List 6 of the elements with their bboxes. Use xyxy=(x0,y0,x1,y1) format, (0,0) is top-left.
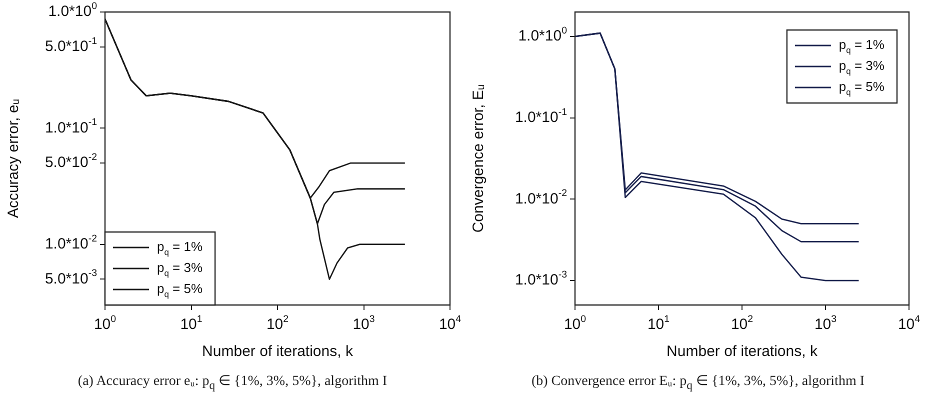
y-axis-title: Convergence error, Eᵤ xyxy=(470,84,488,233)
x-axis-title: Number of iterations, k xyxy=(202,343,354,360)
x-axis-title: Number of iterations, k xyxy=(666,343,818,360)
text: (b) Convergence error Eᵤ: p$_{q}$ ∈ {1%, 3%, 5%}, algorithm I xyxy=(530,373,866,392)
text: (a) Accuracy error eᵤ: p$_{q}$ ∈ {1%, 3%, 5%}, algorithm I xyxy=(76,373,388,392)
y-axis-title: Accuracy error, eᵤ xyxy=(5,98,22,218)
